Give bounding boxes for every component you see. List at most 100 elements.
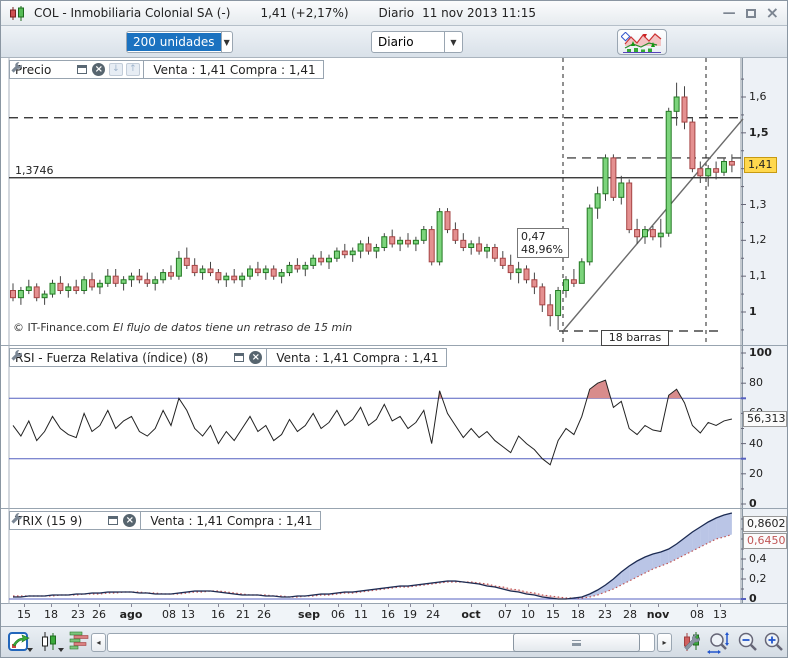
last-price-badge: 1,41 [744, 157, 777, 173]
price-panel-header: Precio × ↓ ↑ Venta : 1,41 Compra : 1,41 [9, 60, 324, 79]
trading-signals-button[interactable] [617, 29, 667, 55]
depth-bars-icon [69, 631, 89, 651]
day-label: 28 [623, 608, 637, 621]
day-label: 23 [598, 608, 612, 621]
title-datetime: 11 nov 2013 11:15 [422, 6, 536, 20]
publish-arrow-icon [8, 631, 34, 653]
trix-quote: Venta : 1,41 Compra : 1,41 [143, 514, 319, 528]
trix-panel-header: TRIX (15 9) × Venta : 1,41 Compra : 1,41 [9, 511, 321, 530]
month-label: sep [298, 608, 320, 621]
price-axis-label: 1,5 [749, 126, 769, 139]
day-label: 21 [236, 608, 250, 621]
day-label: 06 [331, 608, 345, 621]
trading-app-window: COL - Inmobiliaria Colonial SA (-) 1,41 … [0, 0, 788, 658]
day-label: 23 [71, 608, 85, 621]
detach-window-icon[interactable] [73, 62, 90, 77]
period-dropdown[interactable]: Diario ▼ [371, 31, 463, 53]
scroll-left-button[interactable]: ◂ [91, 633, 106, 652]
price-quote: Venta : 1,41 Compra : 1,41 [146, 63, 322, 77]
day-label: 10 [521, 608, 535, 621]
price-chart-canvas[interactable] [1, 58, 788, 346]
rsi-axis-label: 80 [749, 376, 763, 389]
rsi-panel-title: RSI - Fuerza Relativa (índice) (8) [10, 351, 213, 365]
price-axis-label: 1,2 [749, 233, 767, 246]
price-axis-label: 1,3 [749, 198, 767, 211]
scroll-right-button[interactable]: ▸ [657, 633, 672, 652]
market-depth-button[interactable] [69, 631, 89, 655]
detach-window-icon[interactable] [230, 350, 247, 365]
chart-type-button[interactable] [39, 631, 65, 657]
detach-window-icon[interactable] [104, 513, 121, 528]
close-panel-icon[interactable]: × [90, 62, 107, 77]
title-period: Diario [379, 6, 415, 20]
day-label: 15 [17, 608, 31, 621]
time-axis: 15182326ago0813162126sep0611161924oct071… [1, 604, 787, 627]
rsi-axis-label: 20 [749, 467, 763, 480]
chevron-down-icon[interactable]: ▼ [444, 32, 462, 52]
day-label: 11 [354, 608, 368, 621]
zoom-out-button[interactable] [737, 631, 759, 657]
maximize-button[interactable] [746, 9, 756, 18]
day-label: 08 [690, 608, 704, 621]
day-label: 13 [713, 608, 727, 621]
trix-main-badge: 0,8602 [743, 516, 787, 532]
units-dropdown[interactable]: 200 unidades ▼ [126, 31, 233, 53]
close-panel-icon[interactable]: × [121, 513, 138, 528]
zoom-area-icon [707, 631, 731, 655]
wrench-icon[interactable] [213, 350, 230, 365]
day-label: 19 [403, 608, 417, 621]
main-toolbar: 200 unidades ▼ Diario ▼ [1, 26, 787, 58]
trix-panel[interactable]: 0,40,20 TRIX (15 9) × Venta : 1,41 Compr… [1, 509, 787, 604]
publish-chart-button[interactable] [8, 631, 34, 657]
month-label: nov [647, 608, 670, 621]
day-label: 16 [381, 608, 395, 621]
zoom-in-icon [763, 631, 785, 653]
rsi-value-badge: 56,313 [743, 411, 787, 427]
wrench-icon[interactable] [56, 62, 73, 77]
close-button[interactable]: × [766, 7, 779, 20]
price-level-label: 1,3746 [15, 164, 54, 177]
price-axis-label: 1,6 [749, 90, 767, 103]
title-bar: COL - Inmobiliaria Colonial SA (-) 1,41 … [1, 1, 787, 26]
day-label: 18 [44, 608, 58, 621]
move-up-icon-disabled: ↑ [124, 62, 141, 77]
signals-chart-icon [621, 32, 663, 53]
measure-annotation[interactable]: 0,47 48,96% [517, 228, 569, 258]
minimize-button[interactable]: — [723, 7, 736, 20]
candlestick-type-icon [39, 631, 65, 653]
scrollbar-thumb[interactable] [513, 633, 640, 652]
zoom-selection-button[interactable] [707, 631, 731, 658]
bottom-toolbar: ◂ ▸ [1, 627, 787, 658]
window-title: COL - Inmobiliaria Colonial SA (-) [34, 6, 230, 20]
rsi-panel[interactable]: 100806040200 RSI - Fuerza Relativa (índi… [1, 346, 787, 509]
indicator-settings-button[interactable] [681, 631, 703, 657]
data-provider-notice: © IT-Finance.com El flujo de datos tiene… [13, 321, 352, 334]
price-axis-label: 1,1 [749, 269, 767, 282]
title-last-price: 1,41 (+2,17%) [260, 6, 348, 20]
rsi-chart-canvas[interactable] [1, 346, 788, 509]
day-label: 24 [426, 608, 440, 621]
day-label: 16 [211, 608, 225, 621]
bars-count-annotation[interactable]: 18 barras [601, 330, 669, 346]
trix-axis-label: 0,4 [749, 552, 767, 565]
price-axis-label: 1 [749, 305, 757, 318]
chevron-down-icon[interactable]: ▼ [221, 32, 233, 52]
measure-value: 0,47 [521, 230, 565, 243]
measure-percent: 48,96% [521, 243, 565, 256]
zoom-in-button[interactable] [763, 631, 785, 657]
day-label: 26 [257, 608, 271, 621]
rsi-quote: Venta : 1,41 Compra : 1,41 [269, 351, 445, 365]
trix-signal-badge: 0,6450 [743, 533, 787, 549]
wrench-icon[interactable] [87, 513, 104, 528]
day-label: 15 [546, 608, 560, 621]
month-label: ago [120, 608, 143, 621]
wrench-candles-icon [681, 631, 703, 653]
instrument-candles-icon [9, 5, 26, 22]
close-panel-icon[interactable]: × [247, 350, 264, 365]
day-label: 26 [92, 608, 106, 621]
units-dropdown-value: 200 unidades [127, 33, 221, 51]
zoom-out-icon [737, 631, 759, 653]
month-label: oct [461, 608, 480, 621]
price-panel[interactable]: 1,6 1,5 1,3 1,2 1,1 1 Precio × ↓ ↑ Venta : 1,… [1, 58, 787, 346]
rsi-axis-label: 40 [749, 437, 763, 450]
